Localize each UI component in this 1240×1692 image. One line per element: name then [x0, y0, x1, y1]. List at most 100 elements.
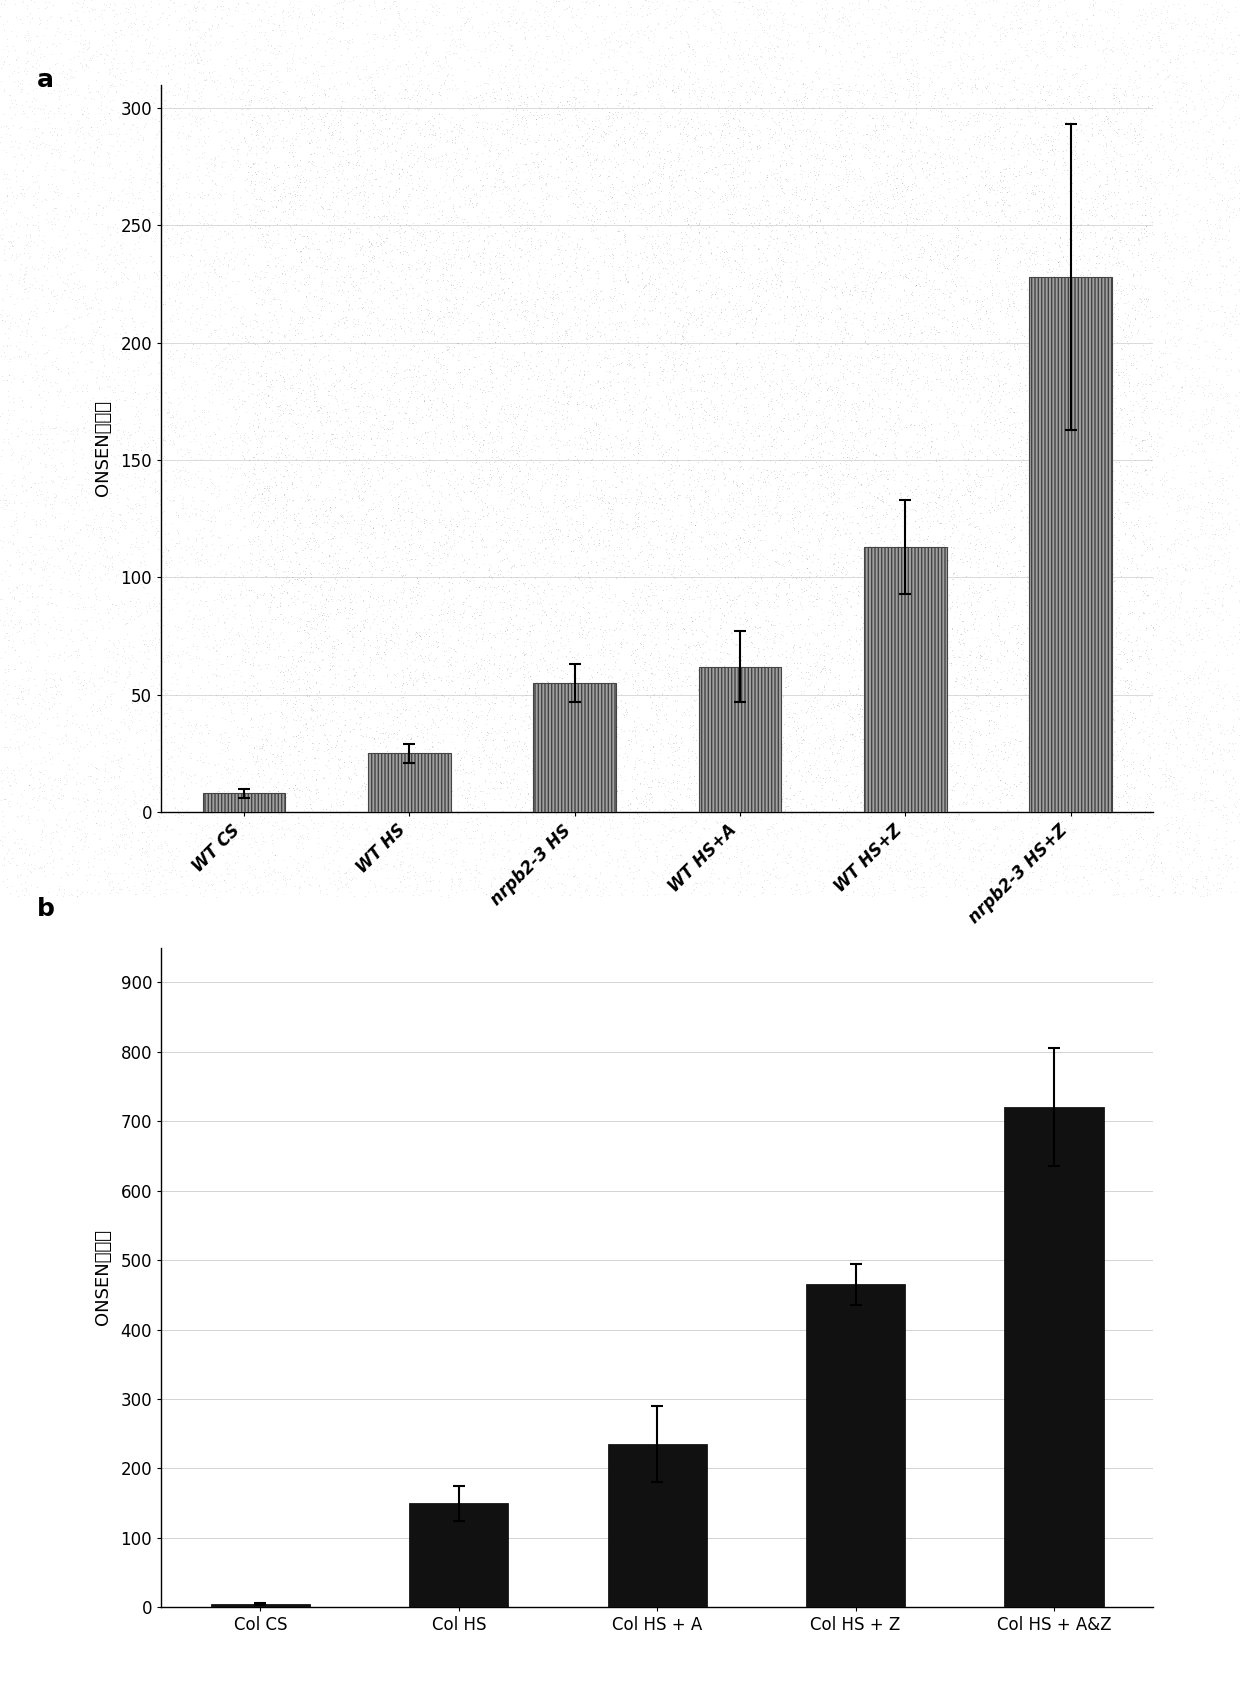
Point [135, 875, 155, 902]
Point [548, 91, 568, 118]
Point [1156, 8, 1176, 36]
Point [86, 563, 105, 591]
Point [694, 0, 714, 27]
Point [696, 753, 715, 780]
Point [301, 584, 321, 611]
Point [396, 678, 415, 706]
Point [516, 5, 536, 32]
Point [2, 183, 22, 210]
Point [972, 829, 992, 856]
Point [234, 800, 254, 827]
Point [88, 469, 108, 496]
Point [573, 431, 593, 459]
Point [605, 323, 625, 350]
Point [1127, 122, 1147, 149]
Point [1071, 629, 1091, 656]
Point [239, 851, 259, 878]
Point [407, 147, 427, 174]
Point [859, 186, 879, 213]
Point [553, 244, 573, 271]
Point [1152, 37, 1172, 64]
Point [1213, 591, 1233, 618]
Point [315, 765, 335, 792]
Point [939, 873, 959, 900]
Point [971, 157, 991, 184]
Point [823, 570, 843, 597]
Point [192, 169, 212, 196]
Point [330, 868, 350, 895]
Point [660, 486, 680, 513]
Point [58, 751, 78, 778]
Point [906, 58, 926, 85]
Point [820, 56, 839, 83]
Point [1038, 154, 1058, 181]
Point [780, 447, 800, 474]
Point [191, 408, 211, 435]
Point [774, 782, 794, 809]
Point [489, 335, 508, 362]
Point [1055, 489, 1075, 516]
Point [934, 17, 954, 44]
Point [262, 88, 281, 115]
Point [445, 284, 465, 311]
Point [1224, 381, 1240, 408]
Point [827, 135, 847, 162]
Point [742, 788, 761, 816]
Point [283, 142, 303, 169]
Point [129, 706, 149, 733]
Point [119, 173, 139, 200]
Point [543, 452, 563, 479]
Point [937, 306, 957, 333]
Point [610, 266, 630, 293]
Point [1210, 294, 1230, 321]
Point [1049, 716, 1069, 743]
Point [528, 580, 548, 607]
Point [587, 146, 606, 173]
Point [935, 81, 955, 108]
Point [319, 335, 339, 362]
Point [632, 0, 652, 19]
Point [1198, 212, 1218, 239]
Point [957, 780, 977, 807]
Point [1047, 401, 1066, 428]
Point [50, 711, 69, 738]
Point [376, 0, 396, 15]
Point [1018, 191, 1038, 218]
Point [377, 374, 397, 401]
Point [703, 768, 723, 795]
Point [329, 0, 348, 17]
Point [315, 83, 335, 110]
Point [277, 435, 296, 462]
Point [129, 492, 149, 519]
Point [290, 369, 310, 396]
Point [759, 816, 779, 843]
Point [418, 777, 438, 804]
Point [124, 129, 144, 156]
Point [918, 431, 937, 459]
Point [156, 264, 176, 291]
Point [1157, 3, 1177, 30]
Point [916, 188, 936, 215]
Point [285, 772, 305, 799]
Point [980, 499, 999, 526]
Point [205, 227, 224, 254]
Point [485, 27, 505, 54]
Point [238, 132, 258, 159]
Point [781, 293, 801, 320]
Point [211, 633, 231, 660]
Point [792, 293, 812, 320]
Point [640, 807, 660, 834]
Point [949, 328, 968, 355]
Point [987, 176, 1007, 203]
Point [48, 611, 68, 638]
Point [1045, 125, 1065, 152]
Point [573, 93, 593, 120]
Point [1004, 130, 1024, 157]
Point [976, 743, 996, 770]
Point [38, 80, 58, 107]
Point [906, 59, 926, 86]
Point [337, 69, 357, 96]
Point [288, 829, 308, 856]
Point [977, 853, 997, 880]
Point [472, 594, 492, 621]
